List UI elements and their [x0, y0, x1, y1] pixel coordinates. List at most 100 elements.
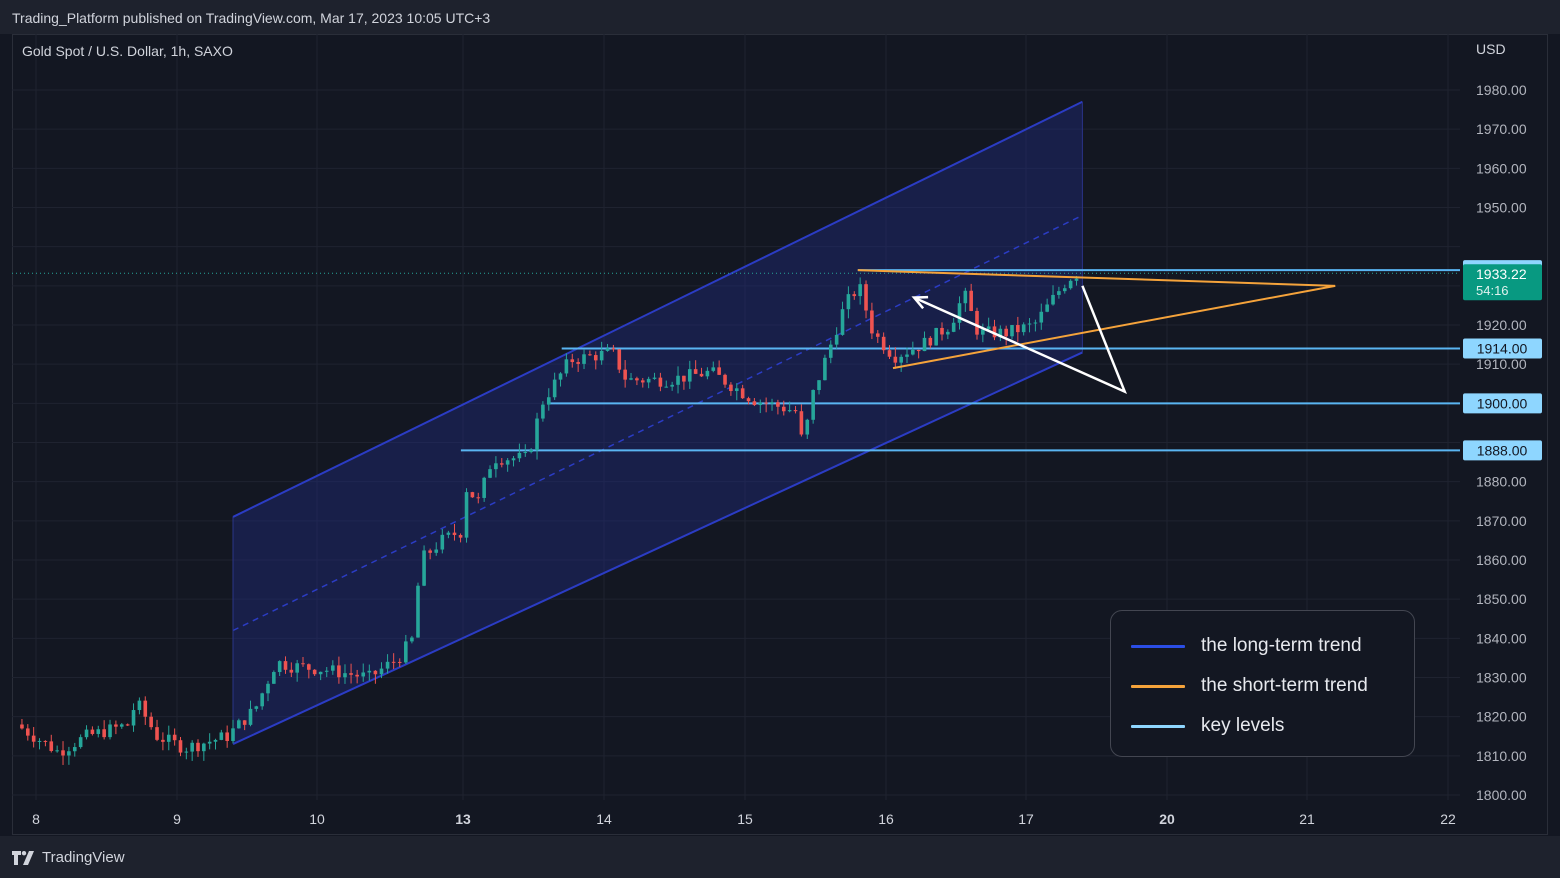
candle-body	[887, 350, 892, 357]
legend-label: key levels	[1201, 715, 1285, 736]
candle-body	[635, 378, 639, 381]
candle-body	[505, 460, 510, 465]
candle-body	[283, 661, 288, 670]
candle-body	[312, 669, 317, 675]
candle-body	[90, 729, 95, 734]
candle-body	[693, 369, 698, 374]
channel-fill	[233, 101, 1083, 745]
price-axis: 1980.00 1970.00 1960.00 1950.00 1920.00 1910.…	[1476, 82, 1527, 803]
candle-body	[599, 350, 604, 361]
candle-body	[434, 549, 439, 553]
published-caption: Trading_Platform published on TradingVie…	[12, 10, 491, 26]
candle-body	[404, 641, 408, 663]
candle-body	[687, 369, 692, 382]
short-term-upper-trendline	[857, 269, 1336, 287]
candle-body	[379, 668, 384, 675]
x-tick-label: 15	[737, 811, 753, 827]
candle-body	[43, 740, 48, 742]
legend-label: the long-term trend	[1201, 635, 1362, 656]
candle-body	[488, 469, 492, 478]
candle-body	[143, 700, 148, 717]
candle-body	[184, 751, 189, 753]
candle-body	[289, 669, 294, 673]
candle-body	[260, 693, 264, 707]
candle-body	[682, 375, 686, 382]
candle-body	[1016, 325, 1020, 333]
y-tick-label: 1950.00	[1476, 200, 1527, 216]
y-tick-label: 1840.00	[1476, 630, 1527, 646]
candle-body	[84, 729, 89, 738]
x-tick-label: 10	[309, 811, 325, 827]
candle-body	[213, 739, 218, 742]
last-price-tag	[1463, 264, 1542, 301]
chart-frame	[12, 34, 1548, 835]
candle-body	[385, 661, 390, 669]
candle-body	[805, 419, 810, 435]
x-tick-label: 16	[878, 811, 894, 827]
candle-body	[858, 284, 862, 297]
candle-body	[476, 497, 481, 499]
drawing-overlays	[857, 269, 1336, 394]
candle-body	[986, 326, 991, 330]
candle-body	[717, 367, 721, 375]
key-level-price-text: 1900.00	[1477, 395, 1528, 411]
y-tick-label: 1980.00	[1476, 82, 1527, 98]
grid-lines	[12, 34, 1460, 800]
candle-body	[870, 310, 874, 334]
candle-body	[324, 670, 329, 672]
channel-upper-line	[232, 100, 1083, 518]
x-tick-label: 14	[596, 811, 612, 827]
candle-body	[1039, 311, 1044, 323]
bottom-bar	[0, 836, 1560, 878]
candle-body	[446, 532, 451, 535]
candle-body	[911, 349, 915, 355]
candle-body	[541, 404, 545, 419]
candle-body	[846, 294, 851, 310]
candle-body	[799, 411, 804, 435]
candle-body	[361, 672, 366, 677]
y-tick-label: 1810.00	[1476, 748, 1527, 764]
candle-body	[511, 458, 516, 461]
y-tick-label: 1830.00	[1476, 670, 1527, 686]
key-level-price-tag	[1463, 338, 1542, 359]
candle-body	[640, 380, 645, 383]
currency-label: USD	[1476, 41, 1506, 57]
candle-body	[272, 672, 276, 684]
candle-body	[207, 741, 212, 744]
candle-body	[576, 362, 580, 364]
candle-body	[464, 492, 469, 538]
candle-body	[137, 700, 142, 711]
y-tick-label: 1880.00	[1476, 474, 1527, 490]
candle-body	[219, 732, 224, 740]
candle-body	[31, 735, 36, 742]
candle-body	[20, 724, 24, 729]
candle-body	[172, 734, 177, 741]
candle-body	[617, 349, 622, 370]
candle-body	[963, 290, 968, 304]
y-tick-label: 1850.00	[1476, 591, 1527, 607]
candle-body	[817, 380, 821, 391]
tradingview-brand[interactable]: TradingView	[12, 849, 125, 866]
y-tick-label: 1860.00	[1476, 552, 1527, 568]
candle-body	[1057, 291, 1061, 295]
candle-body	[96, 729, 101, 734]
candle-body	[391, 661, 396, 663]
candle-body	[266, 683, 270, 694]
candle-body	[422, 550, 426, 586]
candle-body	[248, 708, 253, 725]
candle-body	[975, 310, 979, 335]
x-tick-label: 22	[1440, 811, 1456, 827]
candle-body	[629, 378, 633, 380]
candle-body	[729, 384, 733, 392]
candle-body	[231, 728, 235, 741]
candle-body	[746, 398, 751, 402]
candle-body	[564, 359, 569, 374]
candlesticks	[20, 275, 1079, 765]
candle-body	[764, 402, 768, 404]
candle-body	[277, 661, 282, 673]
candle-body	[458, 535, 463, 538]
candle-body	[605, 348, 610, 351]
candle-body	[940, 327, 944, 335]
symbol-title[interactable]: Gold Spot / U.S. Dollar, 1h, SAXO	[22, 43, 233, 59]
